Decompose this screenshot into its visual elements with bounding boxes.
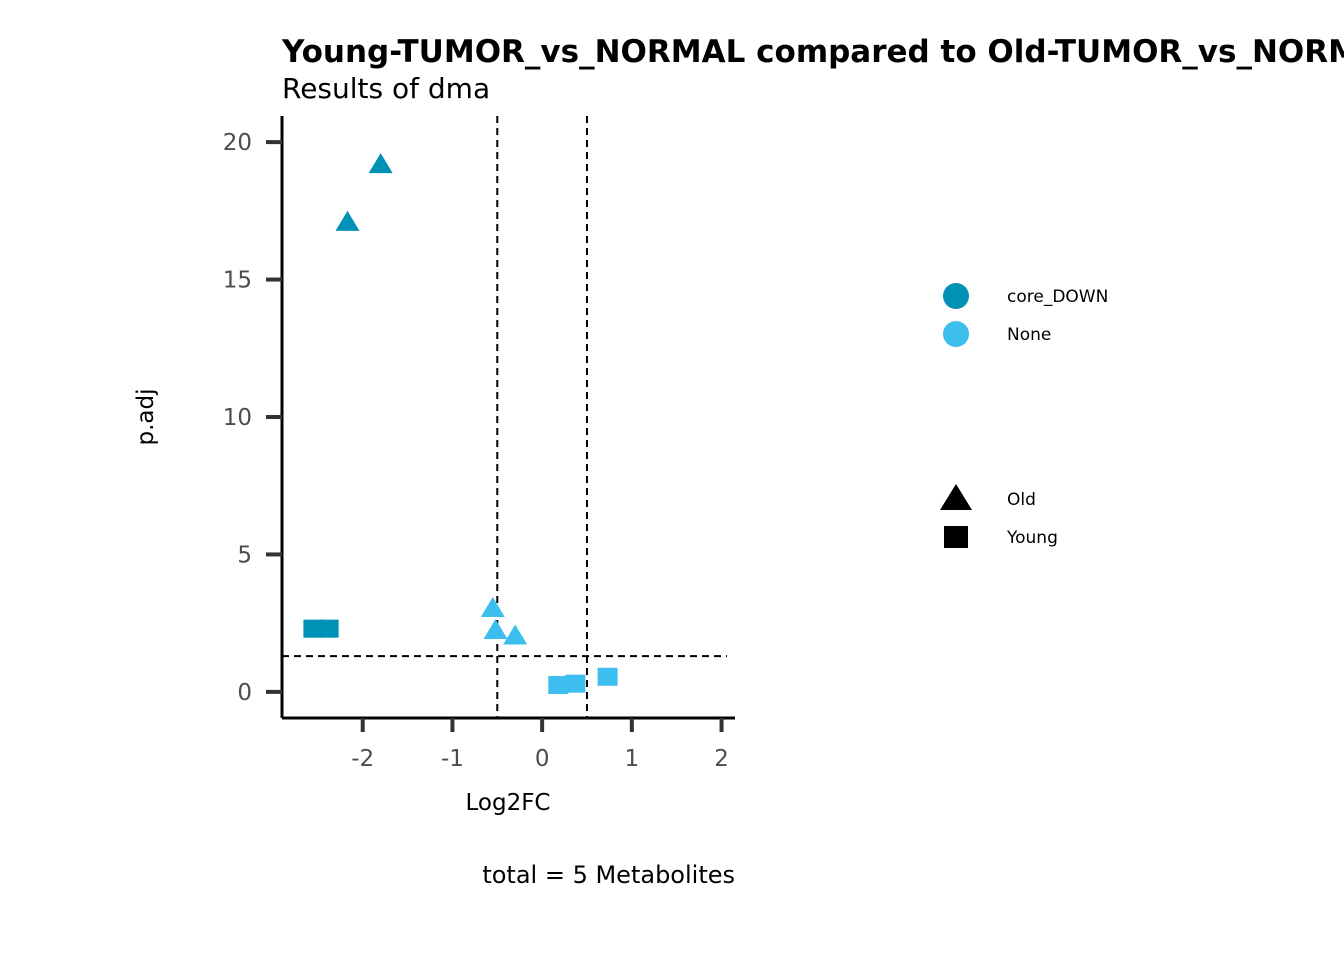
plot-area: -2 -1 0 1 2 0 5 10 15 20: [223, 116, 735, 772]
data-point: [335, 210, 360, 231]
chart-subtitle: Results of dma: [282, 72, 490, 105]
legend-shape-label: Young: [1006, 528, 1058, 548]
data-point: [368, 153, 393, 174]
color-legend: core_DOWN None: [943, 283, 1108, 347]
data-point: [565, 674, 586, 693]
data-point: [480, 597, 505, 618]
legend-color-key: [943, 321, 969, 347]
legend-shape-label: Old: [1007, 490, 1036, 510]
legend-color-label: core_DOWN: [1007, 287, 1108, 307]
x-tick-label: 0: [535, 746, 550, 772]
data-point: [548, 676, 569, 695]
y-tick-label: 15: [223, 268, 252, 294]
x-axis-title: Log2FC: [465, 790, 550, 816]
data-point: [318, 619, 339, 638]
chart-title: Young-TUMOR_vs_NORMAL compared to Old-TU…: [281, 34, 1344, 70]
x-tick-label: -1: [441, 746, 464, 772]
chart-caption: total = 5 Metabolites: [482, 861, 735, 889]
y-tick-label: 10: [223, 405, 252, 431]
shape-legend: Old Young: [940, 484, 1058, 548]
data-point: [303, 619, 324, 638]
data-points: [303, 153, 618, 695]
y-tick-label: 20: [223, 130, 252, 156]
reference-lines: [282, 116, 727, 718]
y-axis-ticks: 0 5 10 15 20: [223, 130, 282, 706]
x-tick-label: 1: [625, 746, 640, 772]
x-tick-label: -2: [351, 746, 374, 772]
x-axis-ticks: -2 -1 0 1 2: [351, 718, 729, 772]
y-tick-label: 5: [237, 542, 252, 568]
data-point: [483, 619, 508, 640]
legend-shape-key: [944, 526, 968, 548]
y-tick-label: 0: [237, 680, 252, 706]
y-axis-title: p.adj: [133, 389, 159, 446]
data-point: [503, 624, 528, 645]
legend-color-label: None: [1007, 325, 1051, 345]
legend-color-key: [943, 283, 969, 309]
data-point: [597, 667, 618, 686]
x-tick-label: 2: [714, 746, 729, 772]
legend-shape-key: [940, 484, 972, 510]
